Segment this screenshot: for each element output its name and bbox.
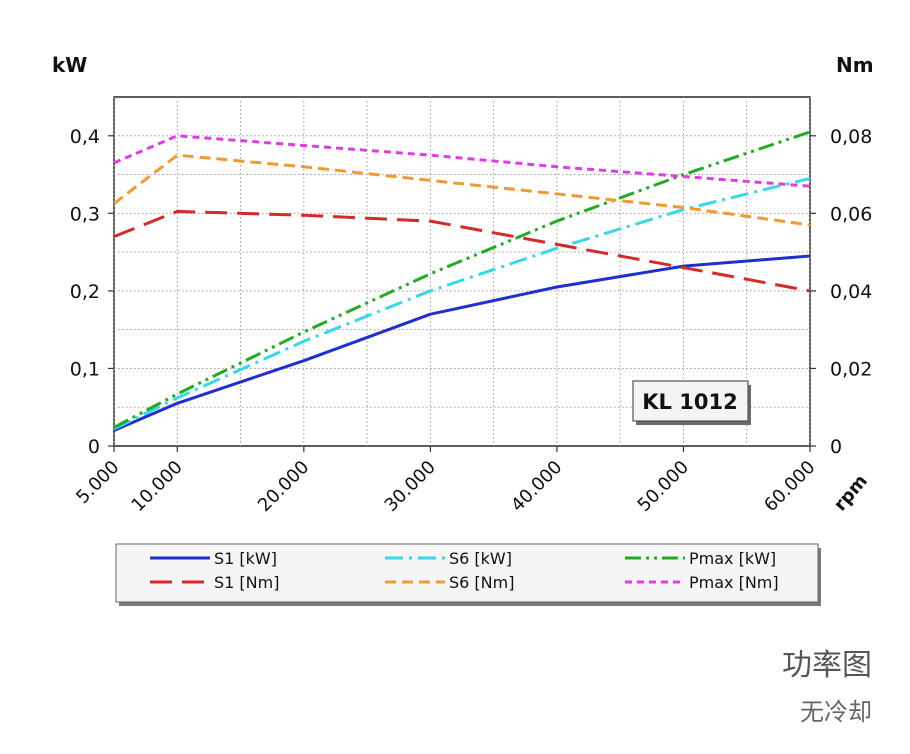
left-tick-label: 0,1 (70, 358, 100, 380)
left-tick-label: 0,2 (70, 281, 100, 303)
x-tick-label: 20.000 (254, 457, 313, 516)
series-lines (114, 130, 810, 432)
right-tick-label: 0,02 (830, 358, 872, 380)
x-axis-unit: rpm (830, 471, 872, 516)
legend-label: S1 [kW] (214, 549, 277, 568)
model-badge: KL 1012 (632, 380, 751, 425)
x-tick-label: 5.000 (72, 457, 123, 508)
caption-title: 功率图 (782, 648, 872, 683)
left-tick-label: 0 (88, 436, 100, 458)
legend-label: S6 [Nm] (449, 573, 514, 592)
model-badge-text: KL 1012 (642, 390, 737, 414)
x-tick-label: 30.000 (381, 457, 440, 516)
right-tick-label: 0 (830, 436, 842, 458)
legend: S1 [kW] S6 [kW] Pmax [kW] S1 [Nm] S6 [Nm] Pma… (115, 543, 821, 606)
legend-label: Pmax [Nm] (689, 573, 779, 592)
series-line (114, 134, 810, 188)
right-tick-label: 0,08 (830, 126, 872, 148)
left-tick-label: 0,4 (70, 126, 100, 148)
x-tick-label: 10.000 (127, 457, 186, 516)
left-tick-label: 0,3 (70, 203, 100, 225)
x-tick-label: 50.000 (634, 457, 693, 516)
series-line (114, 176, 810, 431)
series-line (114, 209, 810, 293)
right-tick-label: 0,06 (830, 203, 872, 225)
legend-label: Pmax [kW] (689, 549, 776, 568)
caption-subtitle: 无冷却 (800, 698, 872, 726)
left-axis-unit: kW (52, 53, 87, 77)
series-line (114, 153, 810, 227)
right-tick-label: 0,04 (830, 281, 872, 303)
legend-label: S6 [kW] (449, 549, 512, 568)
x-tick-label: 40.000 (507, 457, 566, 516)
legend-label: S1 [Nm] (214, 573, 279, 592)
power-chart: 0 0,1 0,2 0,3 0,4 0 0,02 0,04 0,06 0,08 5.000 10.00… (52, 53, 874, 606)
x-tick-label: 60.000 (760, 457, 819, 516)
series-line (114, 130, 810, 429)
right-axis-unit: Nm (836, 53, 874, 77)
